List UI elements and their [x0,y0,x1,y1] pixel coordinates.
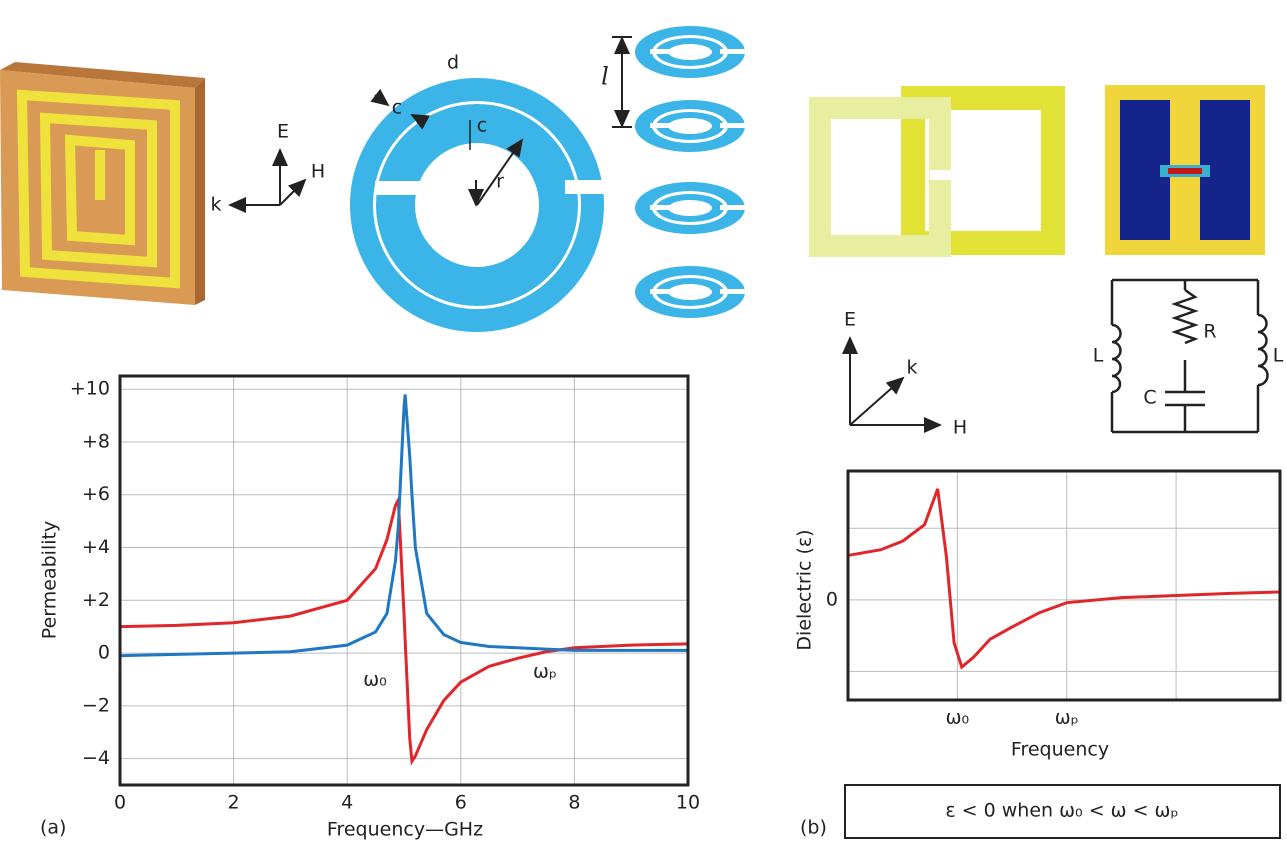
split-ring: c d c r l [350,36,632,332]
y-axis-label: Permeability [39,521,61,639]
panel-label: (a) [40,817,66,839]
spiral-resonator [0,62,205,305]
y-axis-label: Dielectric (ε) [794,529,816,650]
axis-letter: H [953,417,967,439]
data-line [119,394,688,658]
y-tick-label: 0 [98,642,110,664]
x-tick-label: ω₀ [946,707,970,729]
y-tick-label: −2 [82,694,110,716]
data-line [847,488,1281,670]
x-tick-label: 0 [114,792,126,814]
axes-left: E H k [210,121,325,216]
axis-letter: H [311,161,325,183]
panel-label: (b) [800,817,827,839]
plot-frame [118,374,690,787]
y-tick-label: +10 [70,378,110,400]
x-tick-label: 10 [676,792,700,814]
annotation: ε < 0 when ω₀ < ω < ωₚ [945,800,1178,822]
x-tick-label: 6 [455,792,467,814]
x-tick-label: 4 [341,792,353,814]
ring-array [635,26,748,318]
y-tick-label: +6 [82,483,110,505]
ring-label: c [477,115,487,137]
circuit-label: L [1093,345,1104,367]
y-tick-label: 0 [826,588,838,610]
y-tick-label: +4 [82,536,110,558]
x-axis-label: Frequency—GHz [327,819,483,841]
ring-label: r [496,171,504,193]
y-tick-label: +2 [82,589,110,611]
electric-resonator [809,85,1265,257]
ring-label: c [392,97,402,119]
x-axis-label: Frequency [1011,739,1109,761]
x-tick-label: 8 [568,792,580,814]
circuit-label: C [1143,387,1156,409]
x-tick-label: 2 [228,792,240,814]
axis-letter: E [277,121,289,143]
plot-frame [846,469,1282,702]
annotation: ωₚ [533,661,557,683]
x-tick-label: ωₚ [1055,707,1079,729]
ring-label: l [601,63,609,91]
axis-letter: k [210,194,221,216]
circuit: L R L C [1093,278,1284,434]
circuit-label: R [1203,321,1216,343]
axis-letter: k [906,357,917,379]
ring-label: d [447,52,459,74]
condition-box [844,784,1281,839]
circuit-label: L [1273,345,1284,367]
annotation: ω₀ [363,669,387,691]
y-tick-label: +8 [82,430,110,452]
axes-right: E k H [842,309,967,439]
y-tick-label: −4 [82,747,110,769]
axis-letter: E [844,309,856,331]
data-line [119,494,689,766]
